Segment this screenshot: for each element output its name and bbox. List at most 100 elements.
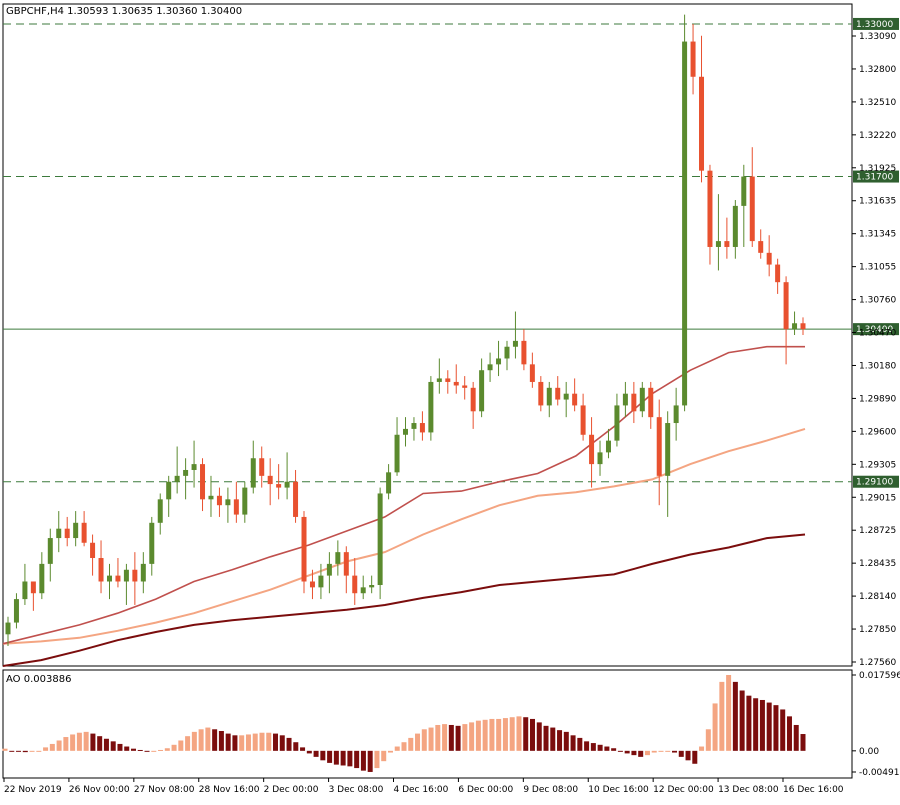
candle[interactable] [453, 364, 459, 394]
candle[interactable] [369, 575, 375, 594]
candle[interactable] [123, 563, 129, 605]
candle[interactable] [775, 258, 781, 294]
candle[interactable] [250, 440, 256, 494]
candle[interactable] [403, 417, 408, 447]
candle[interactable] [690, 23, 696, 95]
candle[interactable] [200, 458, 206, 512]
candle[interactable] [326, 552, 332, 594]
candle[interactable] [335, 540, 341, 576]
candle[interactable] [428, 376, 434, 441]
candle[interactable] [749, 147, 755, 247]
candle[interactable] [318, 563, 324, 600]
candle[interactable] [538, 376, 544, 412]
candle[interactable] [386, 464, 392, 500]
candle[interactable] [411, 417, 417, 441]
candle[interactable] [622, 381, 628, 418]
level-price-tag[interactable]: 1.29100 [853, 475, 899, 488]
level-price-tag[interactable]: 1.30400 [853, 323, 899, 336]
candle[interactable] [115, 558, 121, 588]
candle[interactable] [724, 217, 730, 259]
candle[interactable] [30, 581, 36, 611]
candle[interactable] [715, 194, 721, 271]
candle[interactable] [132, 552, 138, 605]
candle[interactable] [419, 411, 425, 441]
candle[interactable] [504, 340, 510, 371]
candle[interactable] [597, 440, 603, 476]
candle[interactable] [183, 458, 189, 500]
candle[interactable] [73, 511, 79, 547]
candle[interactable] [157, 493, 163, 535]
candle[interactable] [699, 35, 705, 183]
candle[interactable] [301, 511, 307, 594]
candle[interactable] [149, 516, 155, 576]
level-price-tag[interactable]: 1.33000 [853, 17, 899, 30]
candle[interactable] [741, 164, 747, 247]
candle[interactable] [546, 381, 552, 418]
candle[interactable] [436, 358, 442, 394]
candle[interactable] [580, 393, 586, 441]
candle[interactable] [90, 534, 96, 576]
candle[interactable] [656, 399, 662, 506]
candle[interactable] [783, 276, 789, 365]
price-axis[interactable]: 1.33090 1.32800 1.32510 1.32220 1.31925 1.316… [852, 32, 896, 668]
candle[interactable] [673, 387, 679, 441]
candle[interactable] [572, 378, 578, 412]
candle[interactable] [276, 464, 282, 500]
candle[interactable] [792, 311, 798, 335]
candle[interactable] [555, 376, 561, 406]
candle[interactable] [293, 469, 299, 523]
candle[interactable] [487, 352, 493, 382]
candle[interactable] [512, 311, 518, 359]
candle[interactable] [64, 516, 70, 547]
candle[interactable] [225, 487, 231, 523]
candle[interactable] [605, 428, 611, 459]
candle[interactable] [377, 487, 383, 600]
candle[interactable] [5, 616, 11, 647]
candle[interactable] [191, 440, 197, 488]
candle[interactable] [682, 14, 688, 412]
candle[interactable] [445, 370, 451, 394]
candle[interactable] [639, 381, 645, 418]
candle[interactable] [394, 417, 400, 476]
candle[interactable] [267, 458, 273, 506]
candle[interactable] [81, 511, 87, 547]
candle[interactable] [614, 393, 620, 447]
candle[interactable] [174, 446, 180, 494]
candle[interactable] [648, 381, 654, 429]
candle[interactable] [140, 552, 146, 594]
candle[interactable] [529, 352, 535, 388]
candle[interactable] [343, 546, 349, 594]
candle[interactable] [352, 558, 358, 605]
candle[interactable] [631, 381, 637, 424]
candle[interactable] [208, 475, 214, 517]
candle[interactable] [242, 481, 248, 523]
candle[interactable] [13, 593, 19, 629]
level-price-tag[interactable]: 1.31700 [853, 170, 899, 183]
candle[interactable] [56, 511, 62, 553]
candle[interactable] [521, 329, 527, 371]
candle[interactable] [496, 340, 502, 377]
candle[interactable] [758, 229, 764, 259]
candle[interactable] [360, 575, 366, 600]
candle[interactable] [462, 376, 468, 400]
candle[interactable] [233, 481, 239, 523]
candle[interactable] [800, 317, 806, 335]
candle[interactable] [563, 381, 569, 418]
candle[interactable] [589, 417, 595, 488]
candle[interactable] [766, 235, 772, 277]
candle[interactable] [707, 164, 713, 265]
candle[interactable] [106, 563, 112, 600]
candle[interactable] [166, 475, 172, 517]
candle[interactable] [259, 446, 265, 488]
candle[interactable] [284, 452, 290, 500]
candle[interactable] [309, 569, 315, 600]
candlesticks[interactable] [5, 14, 806, 647]
time-axis[interactable]: 22 Nov 2019 26 Nov 00:00 27 Nov 08:00 28 No… [3, 778, 844, 795]
candle[interactable] [665, 411, 671, 517]
candle[interactable] [479, 358, 485, 418]
candle[interactable] [22, 563, 28, 605]
candle[interactable] [98, 540, 104, 594]
candle[interactable] [47, 528, 53, 582]
